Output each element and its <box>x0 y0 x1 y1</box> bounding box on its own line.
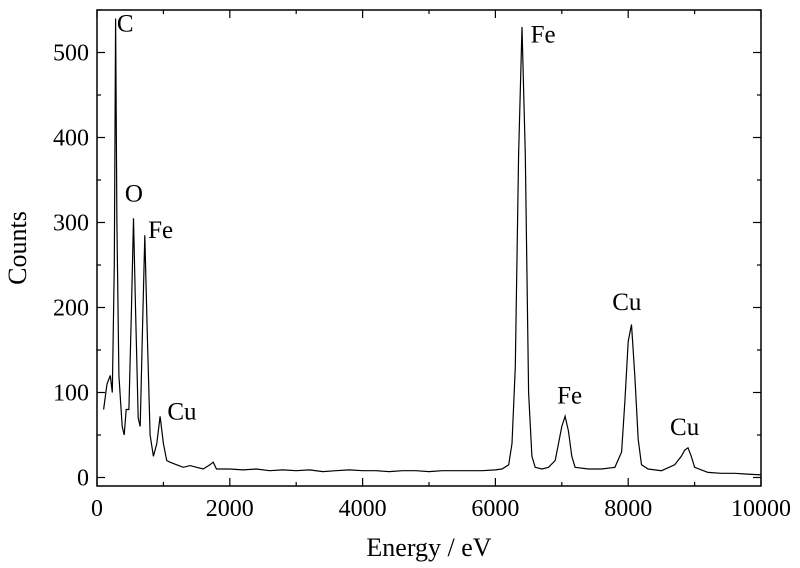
x-tick-label: 6000 <box>471 496 519 522</box>
x-axis-ticks <box>96 10 762 486</box>
x-axis-tick-labels: 0 2000 4000 6000 8000 10000 <box>91 496 791 522</box>
x-tick-label: 0 <box>91 496 103 522</box>
x-tick-label: 2000 <box>206 496 254 522</box>
y-tick-label: 100 <box>53 381 89 407</box>
y-tick-label: 500 <box>53 41 89 67</box>
y-tick-label: 200 <box>53 296 89 322</box>
peak-label: Fe <box>148 217 173 244</box>
plot-frame <box>96 9 762 487</box>
x-axis-title: Energy / eV <box>366 533 491 562</box>
peak-label: Cu <box>612 289 642 316</box>
peak-label: Cu <box>670 414 700 441</box>
y-tick-label: 0 <box>77 466 89 492</box>
peak-label: Fe <box>531 21 556 48</box>
x-tick-label: 8000 <box>604 496 652 522</box>
peak-label: Cu <box>167 399 197 426</box>
spectrum-line <box>103 18 762 476</box>
y-axis-ticks <box>97 9 761 479</box>
y-tick-label: 400 <box>53 126 89 152</box>
peak-label: Fe <box>557 383 582 410</box>
y-axis-title: Counts <box>3 211 32 285</box>
y-tick-label: 300 <box>53 211 89 237</box>
x-tick-label: 4000 <box>339 496 387 522</box>
peak-label: O <box>125 180 143 207</box>
peak-label: C <box>117 10 134 37</box>
y-axis-tick-labels: 0 100 200 300 400 500 <box>53 41 89 492</box>
x-tick-label: 10000 <box>731 496 791 522</box>
